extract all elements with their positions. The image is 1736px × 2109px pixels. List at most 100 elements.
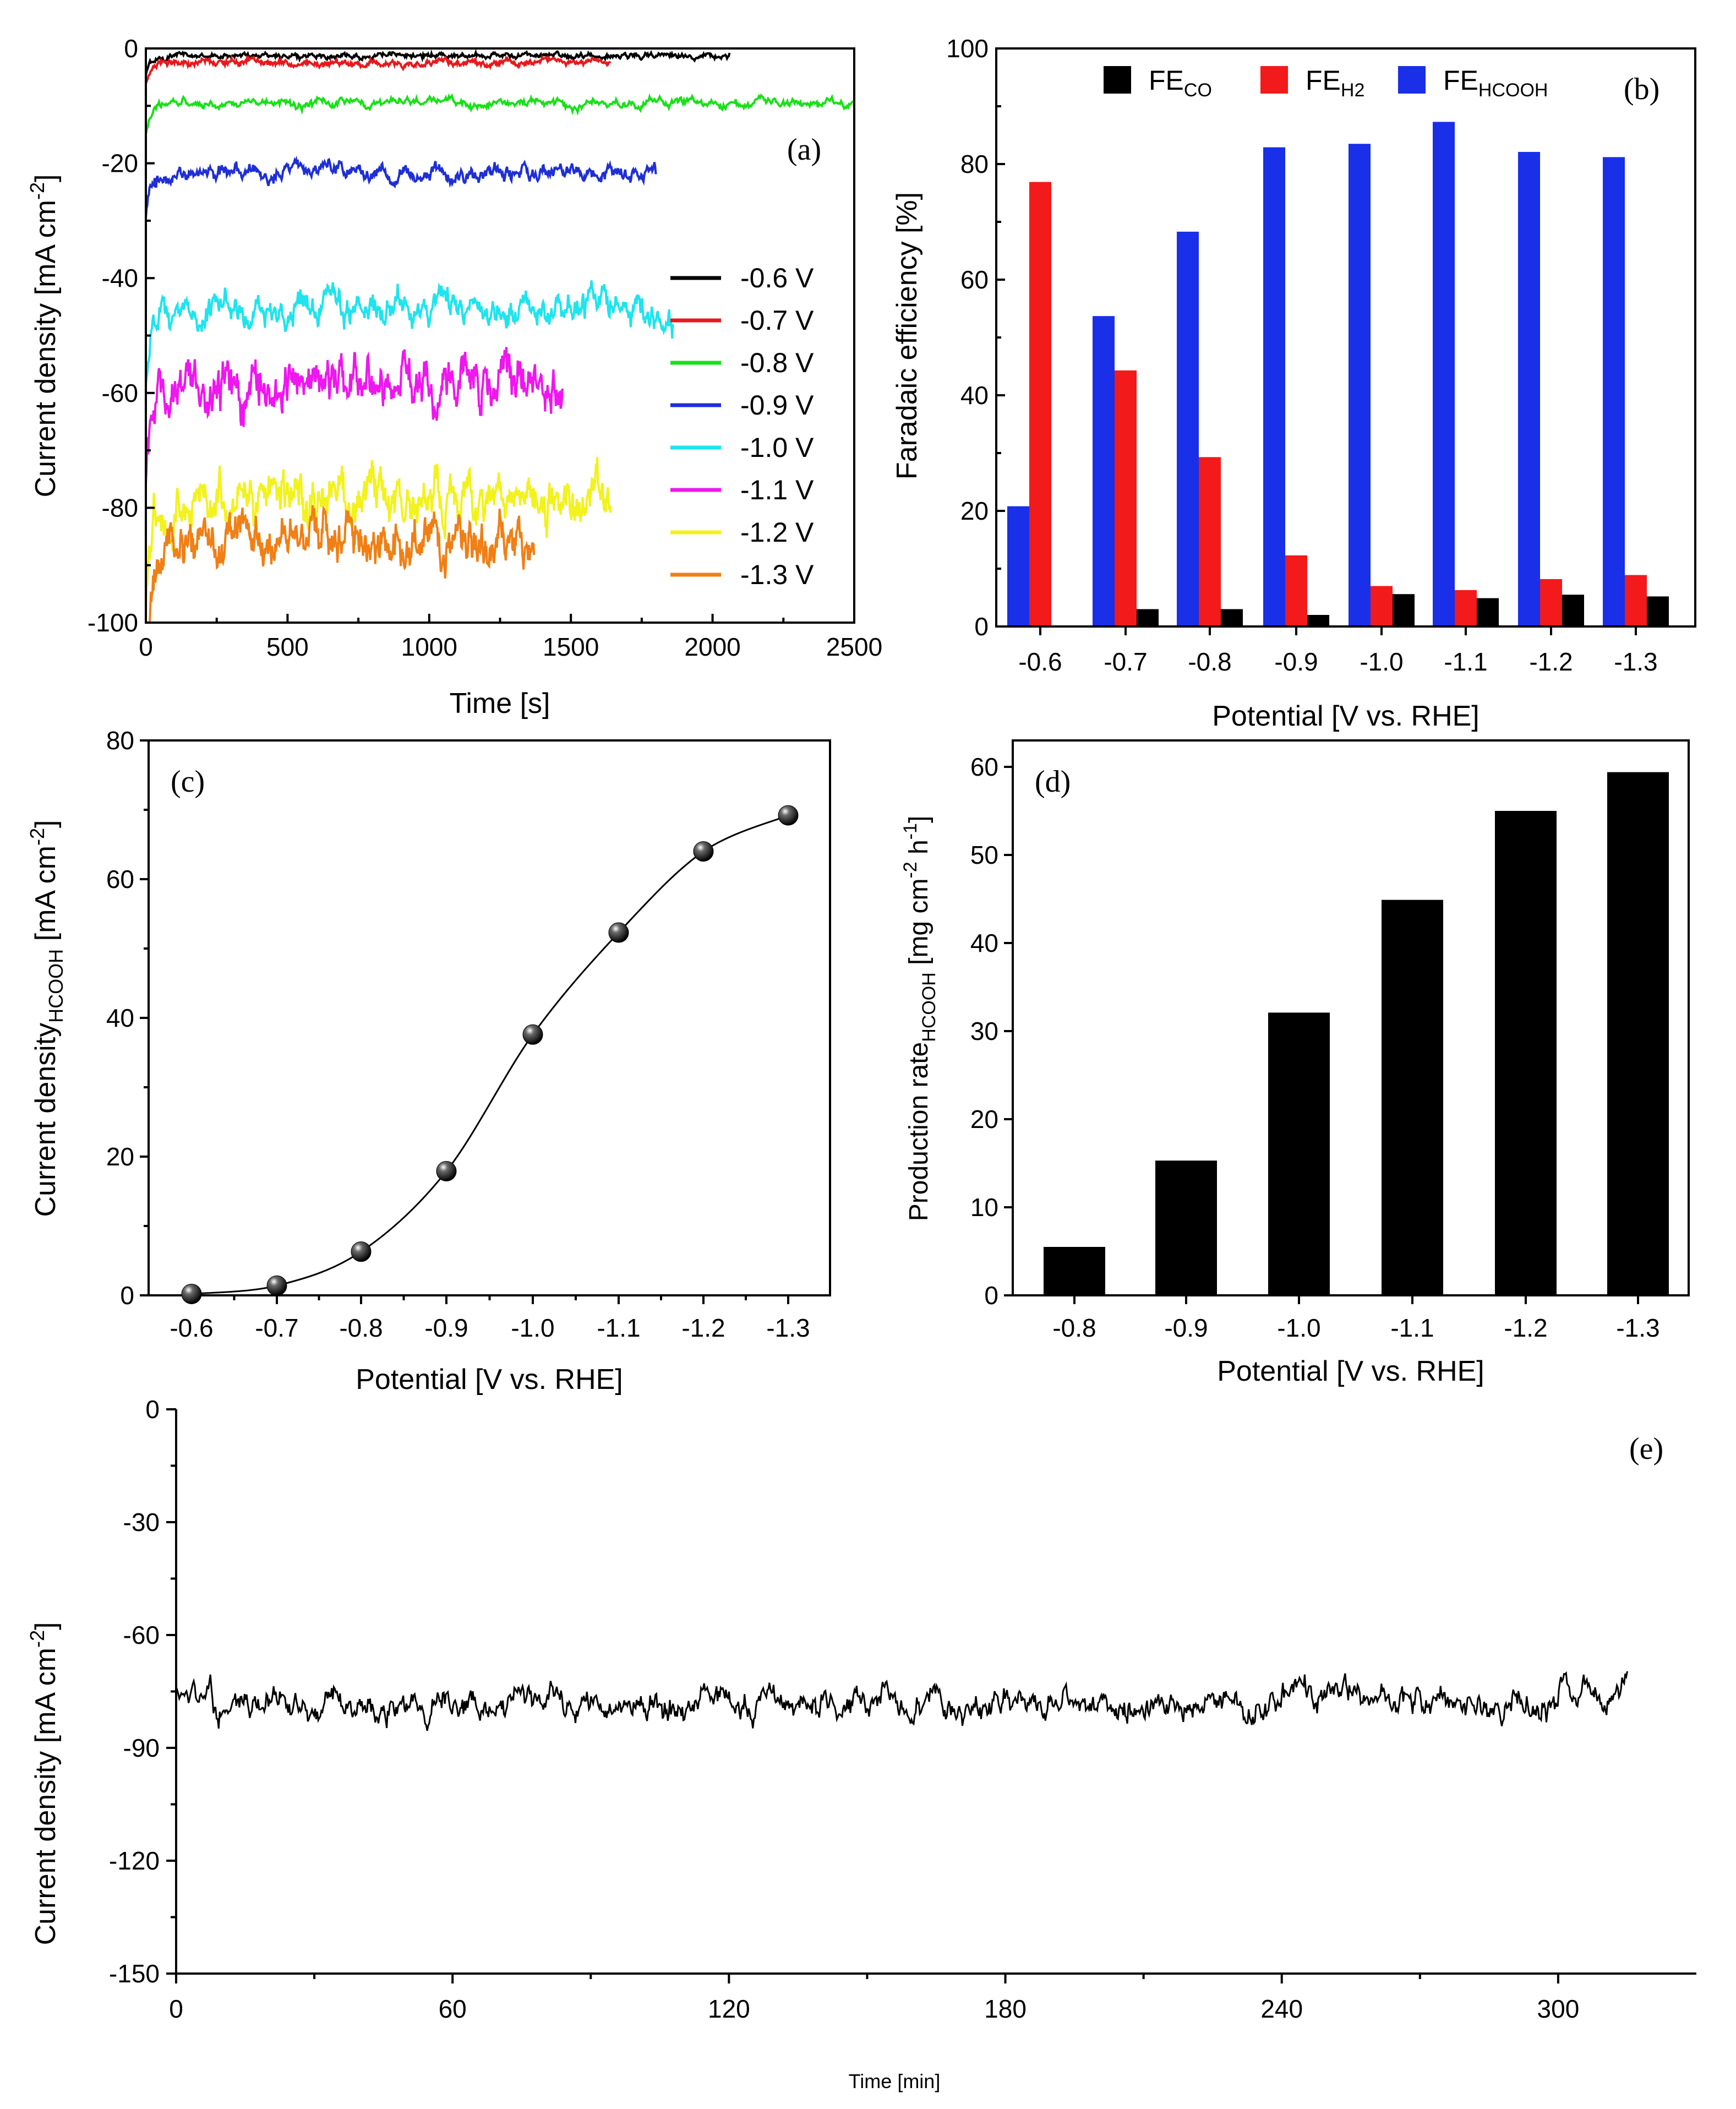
panel-b-ytick-label: 40 (960, 381, 989, 410)
panel-a-ylabel-sup: -2 (26, 182, 48, 200)
panel-d-bar (1495, 811, 1557, 1295)
panel-d-ytick-label: 60 (970, 753, 998, 781)
panel-a-legend-label: -0.8 V (740, 347, 814, 378)
panel-c-xtick-label: -1.3 (766, 1314, 810, 1342)
panel-a-ytick-label: -40 (102, 264, 138, 292)
panel-e-xtick-label: 300 (1537, 1994, 1580, 2023)
panel-c-ylabel-main: Current density (30, 1023, 62, 1217)
panel-d-xtick-label: -0.9 (1164, 1314, 1208, 1342)
panel-a-xtick-label: 2000 (684, 633, 740, 661)
panel-b-bar (1285, 555, 1307, 626)
panel-d-xtick-label: -1.3 (1616, 1314, 1659, 1342)
panel-b-bar (1093, 316, 1115, 626)
panel-d-ticks: 0 10 20 30 40 50 60 -0.8 -0.9 -1.0 -1.1 -1.2 -1.3 (970, 753, 1660, 1342)
panel-b-xtick-label: -1.0 (1360, 647, 1403, 676)
panel-c-xtick-label: -0.7 (255, 1314, 298, 1342)
panel-e-xlabel: Time [min] (849, 2070, 941, 2092)
panel-b-ytick-label: 20 (960, 497, 989, 525)
panel-b-tag: (b) (1624, 72, 1659, 106)
panel-c-point (181, 1283, 202, 1304)
panel-d-bar (1607, 772, 1669, 1295)
panel-c-ylabel-sub: HCOOH (45, 949, 67, 1023)
panel-b-bar (1562, 595, 1584, 626)
panel-d-tag: (d) (1035, 765, 1071, 799)
panel-c-ticks: 0 20 40 60 80 -0.6 -0.7 -0.8 -0.9 -1.0 -1.1 -1.2 -1.… (106, 726, 810, 1342)
panel-b-legend-swatch (1104, 66, 1131, 94)
panel-a-legend-label: -1.1 V (740, 475, 814, 505)
panel-e-ytick-label: -60 (123, 1621, 160, 1649)
panel-b-legend-label: FECO (1149, 65, 1212, 101)
panel-a-ytick-label: -20 (102, 149, 138, 178)
panel-d-xtick-label: -1.1 (1390, 1314, 1434, 1342)
panel-b-ytick-label: 80 (960, 150, 989, 178)
panel-d-ytick-label: 30 (970, 1017, 998, 1045)
panel-b-ylabel: Faradaic efficiency [%] (891, 192, 923, 479)
panel-a-series-line (146, 505, 536, 624)
panel-a-series-line (145, 155, 657, 218)
panel-b-bar (1307, 615, 1329, 626)
panel-b-ytick-label: 60 (960, 265, 989, 294)
panel-e-ytick-label: -120 (109, 1846, 160, 1875)
panel-d-ylabel: Production rateHCOOH [mg cm-2 h-1] (900, 816, 940, 1222)
panel-a-series-line (145, 48, 731, 75)
panel-d-ylabel-sub: HCOOH (919, 972, 940, 1042)
panel-a: 0 500 1000 1500 2000 2500 -100 -80 -60 -40 -20 0 (a… (26, 34, 882, 720)
panel-c-ylabel-end: [mA cm (30, 846, 62, 949)
panel-c-ytick-label: 40 (106, 1004, 134, 1032)
panel-d-ytick-label: 0 (984, 1281, 998, 1310)
panel-e-xtick-label: 120 (708, 1994, 750, 2023)
panel-d-xtick-label: -1.2 (1504, 1314, 1547, 1342)
panel-e-ylabel-sup: -2 (26, 1630, 48, 1648)
panel-c-xlabel: Potential [V vs. RHE] (356, 1364, 623, 1396)
panel-c-point (266, 1275, 287, 1296)
panel-b-bar (1647, 596, 1669, 626)
panel-b-xlabel: Potential [V vs. RHE] (1212, 700, 1480, 732)
panel-e-series-line (175, 1671, 1628, 1731)
panel-b-bar (1393, 594, 1415, 626)
panel-a-ylabel: Current density [mA cm-2] (26, 175, 62, 498)
panel-b-bar (1007, 506, 1029, 626)
panel-b-bar (1455, 590, 1477, 626)
panel-a-xtick-label: 500 (266, 633, 309, 661)
panel-c-point (522, 1024, 543, 1045)
panel-b-bar (1029, 182, 1051, 626)
panel-a-legend-label: -0.7 V (740, 305, 814, 336)
panel-d-frame (1012, 739, 1690, 1296)
panel-c-ytick-label: 20 (106, 1142, 134, 1171)
panel-c-ylabel: Current densityHCOOH [mA cm-2] (26, 820, 67, 1217)
panel-a-xlabel: Time [s] (450, 688, 550, 720)
panel-e-ylabel-main: Current density [mA cm (30, 1648, 62, 1945)
panel-d: 0 10 20 30 40 50 60 -0.8 -0.9 -1.0 -1.1 -1.2 -1.3 (d… (900, 739, 1690, 1387)
panel-c-point (436, 1160, 457, 1181)
panel-b-xtick-label: -0.9 (1274, 647, 1318, 676)
panel-b-bars (1007, 122, 1669, 627)
panel-a-legend-label: -1.0 V (740, 432, 814, 463)
panel-d-ylabel-main: Production rate (904, 1042, 933, 1222)
panel-b-bar (1540, 579, 1562, 626)
panel-a-xtick-label: 2500 (826, 633, 882, 661)
panel-c-xtick-label: -1.1 (597, 1314, 640, 1342)
panel-c-xtick-label: -1.0 (511, 1314, 554, 1342)
panel-e-xtick-label: 0 (169, 1994, 183, 2023)
panel-c-ytick-label: 80 (106, 726, 134, 755)
panel-b-legend: FECO FEH2 FEHCOOH (1104, 65, 1548, 101)
panel-e-xtick-label: 180 (984, 1994, 1027, 2023)
panel-e-ytick-label: -150 (109, 1959, 160, 1988)
panel-a-series (145, 48, 855, 624)
panel-a-ylabel-main: Current density [mA cm (30, 200, 62, 497)
panel-a-xtick-label: 0 (139, 633, 153, 661)
panel-c-frame (148, 739, 831, 1296)
panel-b-bar (1371, 586, 1393, 626)
panel-a-legend-label: -1.3 V (740, 559, 814, 590)
panel-a-series-line (145, 93, 855, 135)
panel-e-tag: (e) (1629, 1432, 1663, 1466)
panel-e-ytick-label: -30 (123, 1508, 160, 1536)
panel-b-bar (1349, 144, 1371, 626)
panel-d-ylabel-mid: h (904, 840, 933, 862)
panel-b-bar (1625, 575, 1647, 626)
panel-c-ytick-label: 0 (120, 1281, 134, 1310)
panel-b-legend-label: FEHCOOH (1443, 65, 1548, 101)
panel-d-bar (1155, 1160, 1217, 1295)
panel-b-xtick-label: -0.6 (1018, 647, 1062, 676)
